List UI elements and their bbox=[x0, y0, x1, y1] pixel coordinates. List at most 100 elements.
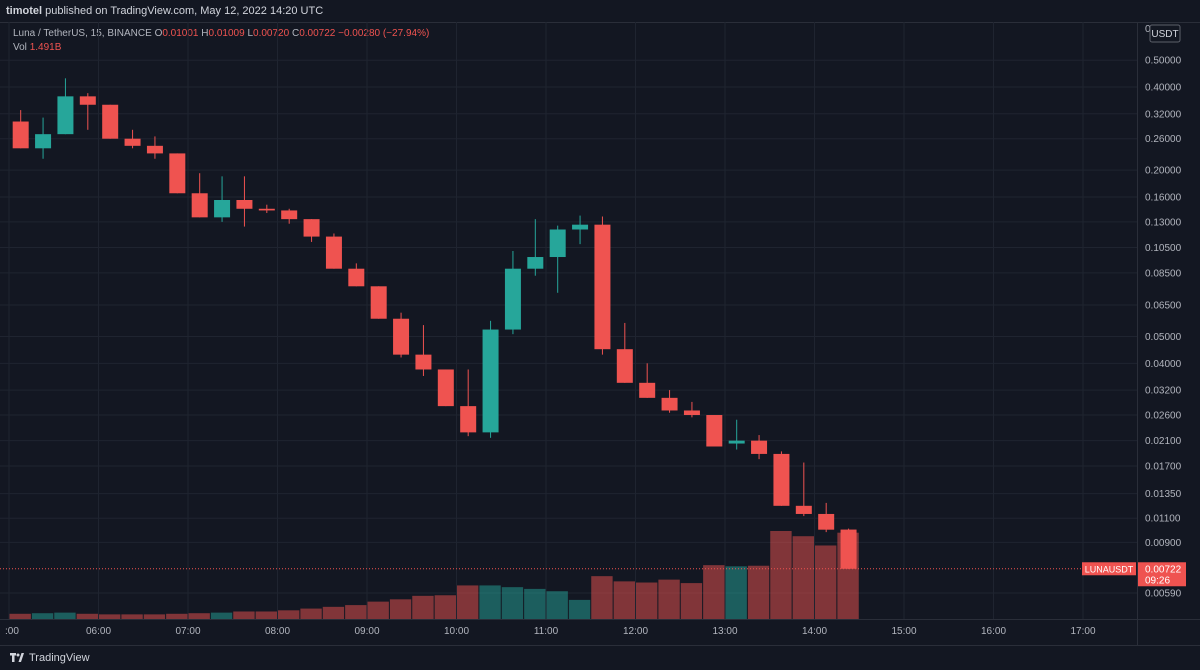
candle-body bbox=[236, 199, 253, 209]
volume-bar bbox=[278, 610, 300, 619]
tradingview-brand[interactable]: TradingView bbox=[29, 652, 90, 664]
chart-legend: Luna / TetherUS, 15, BINANCE O0.01001 H0… bbox=[13, 27, 429, 55]
open-label: O bbox=[154, 28, 163, 39]
time-tick-label: 07:00 bbox=[175, 626, 200, 637]
candle-body bbox=[79, 96, 96, 105]
candle-body bbox=[393, 318, 410, 355]
candle-body bbox=[281, 210, 298, 220]
last-price-tag bbox=[1138, 562, 1186, 587]
bar-countdown: 09:26 bbox=[1145, 575, 1170, 586]
volume-bar bbox=[54, 612, 76, 619]
volume-bar bbox=[210, 612, 233, 619]
time-tick-label: :00 bbox=[5, 626, 19, 637]
candle-body bbox=[191, 193, 208, 218]
publish-info: published on TradingView.com, May 12, 20… bbox=[45, 5, 324, 17]
volume-bar bbox=[188, 613, 210, 619]
symbol-tag bbox=[1082, 562, 1136, 576]
candle-body bbox=[482, 329, 499, 433]
time-tick-label: 12:00 bbox=[623, 626, 648, 637]
price-tick-label: 0.01100 bbox=[1145, 514, 1181, 525]
time-tick-label: 14:00 bbox=[802, 626, 827, 637]
candle-body bbox=[303, 219, 320, 237]
price-tick-label: 0.06500 bbox=[1145, 301, 1182, 312]
price-tick-label: 0.26000 bbox=[1145, 134, 1182, 145]
volume-bar bbox=[233, 611, 255, 619]
candle-body bbox=[527, 257, 544, 269]
candle-body bbox=[169, 153, 186, 194]
price-tick-label: 0.01350 bbox=[1145, 489, 1182, 500]
time-tick-label: 17:00 bbox=[1070, 626, 1095, 637]
candle-body bbox=[437, 369, 454, 407]
volume-label: Vol bbox=[13, 42, 27, 53]
price-tick-label-top: 0 bbox=[1145, 24, 1151, 35]
time-tick-label: 10:00 bbox=[444, 626, 469, 637]
price-tick-label: 0.01700 bbox=[1145, 462, 1182, 473]
time-tick-label: 11:00 bbox=[534, 626, 559, 637]
volume-bar bbox=[412, 595, 434, 619]
volume-bar bbox=[255, 611, 277, 619]
low-value: 0.00720 bbox=[253, 28, 290, 39]
volume-bar bbox=[457, 585, 479, 619]
candle-body bbox=[572, 224, 589, 230]
volume-bar bbox=[770, 531, 792, 619]
tradingview-footer: TradingView bbox=[0, 645, 1200, 670]
price-chart[interactable]: 0.50000 0.40000 0.32000 0.26000 0.20000 0.160… bbox=[0, 22, 1200, 645]
change-value: −0.00280 (−27.94%) bbox=[338, 28, 430, 39]
volume-bar bbox=[792, 536, 814, 619]
volume-bar bbox=[143, 614, 166, 619]
price-tick-label: 0.00900 bbox=[1145, 538, 1182, 549]
candle-body bbox=[102, 104, 119, 139]
volume-bar bbox=[322, 606, 345, 619]
volume-bar bbox=[9, 613, 31, 619]
volume-bar bbox=[501, 587, 524, 619]
high-value: 0.01009 bbox=[208, 28, 245, 39]
price-tick-label: 0.16000 bbox=[1145, 192, 1182, 203]
time-tick-label: 16:00 bbox=[981, 626, 1006, 637]
candle-body bbox=[594, 224, 611, 350]
volume-bar bbox=[300, 608, 322, 619]
close-value: 0.00722 bbox=[299, 28, 336, 39]
candle-body bbox=[818, 513, 835, 530]
candle-body bbox=[661, 397, 678, 411]
symbol-description[interactable]: Luna / TetherUS, 15, BINANCE bbox=[13, 28, 152, 39]
volume-bar bbox=[658, 579, 680, 619]
candle-body bbox=[751, 440, 768, 454]
symbol-tag-label: LUNAUSDT bbox=[1085, 564, 1134, 574]
volume-bar bbox=[434, 595, 456, 619]
price-tick-label: 0.05000 bbox=[1145, 332, 1182, 343]
ohlc-row: Luna / TetherUS, 15, BINANCE O0.01001 H0… bbox=[13, 27, 429, 41]
volume-bar bbox=[121, 614, 143, 619]
candle-body bbox=[370, 286, 387, 319]
volume-bar bbox=[524, 588, 546, 619]
volume-bar bbox=[636, 582, 658, 619]
candle-body bbox=[795, 505, 812, 514]
volume-bar bbox=[166, 613, 188, 619]
volume-bar bbox=[613, 581, 635, 619]
price-tick-label: 0.10500 bbox=[1145, 243, 1182, 254]
candle-body bbox=[728, 440, 745, 444]
candle-body bbox=[325, 236, 342, 269]
candle-body bbox=[460, 406, 477, 433]
tradingview-logo-icon bbox=[10, 653, 24, 662]
volume-row: Vol 1.491B bbox=[13, 41, 429, 55]
price-tick-label: 0.08500 bbox=[1145, 268, 1182, 279]
price-tick-label: 0.00590 bbox=[1145, 589, 1182, 600]
volume-bar bbox=[725, 566, 747, 619]
price-tick-label: 0.13000 bbox=[1145, 217, 1182, 228]
candle-body bbox=[706, 415, 723, 447]
candle-body bbox=[773, 453, 790, 506]
author-name[interactable]: timotel bbox=[6, 5, 43, 17]
candle-body bbox=[146, 145, 163, 154]
candle-body bbox=[415, 354, 432, 370]
open-value: 0.01001 bbox=[162, 28, 199, 39]
volume-bar bbox=[568, 599, 591, 619]
time-tick-label: 06:00 bbox=[86, 626, 111, 637]
volume-bar bbox=[546, 591, 568, 619]
time-tick-label: 13:00 bbox=[712, 626, 737, 637]
volume-bar bbox=[31, 613, 54, 619]
volume-bar bbox=[367, 601, 389, 619]
currency-badge[interactable] bbox=[1149, 24, 1181, 43]
volume-bar bbox=[99, 614, 121, 619]
last-price-value: 0.00722 bbox=[1145, 564, 1182, 575]
close-label: C bbox=[291, 28, 300, 39]
